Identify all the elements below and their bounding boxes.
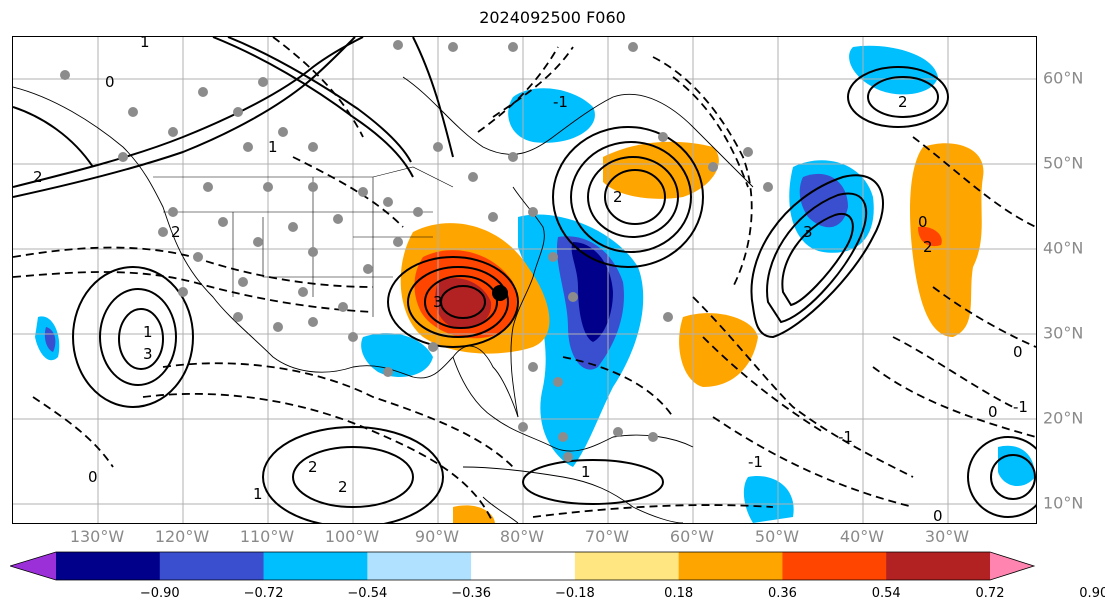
shade-orange: [679, 313, 758, 387]
contour-label: 2: [171, 223, 181, 241]
colorbar-segment: [782, 552, 887, 580]
political-borders: [153, 166, 454, 317]
contour-label: -1: [553, 93, 568, 111]
colorbar: [10, 551, 1036, 581]
contour-label: 1: [581, 463, 591, 481]
colorbar-tick-label: −0.36: [451, 586, 492, 601]
shade-light-blue: [361, 333, 433, 377]
shade-navy: [571, 242, 613, 342]
contour-label: 1: [143, 323, 153, 341]
contour-label: 0: [988, 403, 998, 421]
coastlines: [13, 76, 754, 523]
contour-label: 2: [338, 478, 348, 496]
contour-label: 0: [105, 73, 115, 91]
lat-label: 30°N: [1043, 323, 1084, 343]
colorbar-tick-label: −0.54: [347, 586, 388, 601]
colorbar-tick-label: −0.18: [554, 586, 595, 601]
shade-dark-blue: [44, 327, 56, 352]
shade-red: [918, 226, 942, 247]
shade-light-blue: [849, 45, 938, 95]
contour-label: 0: [933, 507, 943, 523]
lat-label: 10°N: [1043, 493, 1084, 513]
contour-label: 0: [918, 213, 928, 231]
colorbar-segment: [886, 552, 991, 580]
contour-label: -1: [748, 453, 763, 471]
colorbar-segment: [990, 552, 1034, 580]
colorbar-tick-label: 0.72: [975, 586, 1005, 601]
colorbar-segment: [263, 552, 368, 580]
contour-label: 1: [253, 485, 263, 503]
contour-label: 2: [613, 188, 623, 206]
colorbar-segment: [159, 552, 265, 580]
lon-label: 30°W: [924, 527, 970, 546]
contour-label: 1: [140, 37, 150, 51]
forecast-map: 1 0 2 1 -1 2 1 0 3 2 3 1 -1 0 2 2 1 3 0 …: [12, 36, 1037, 524]
map-title: 2024092500 F060: [479, 8, 626, 27]
contour-label: 0: [1013, 343, 1023, 361]
contour-labels: 1 0 2 1 -1 2 1 0 3 2 3 1 -1 0 2 2 1 3 0 …: [33, 37, 1028, 523]
contour-label: -1: [1013, 398, 1028, 416]
lat-label: 20°N: [1043, 408, 1084, 428]
shaded-anomaly-regions: [35, 45, 1035, 523]
lon-label: 110°W: [239, 527, 295, 546]
lon-label: 90°W: [414, 527, 460, 546]
contour-label: 0: [88, 468, 98, 486]
colorbar-segment: [471, 552, 576, 580]
shade-light-blue: [743, 476, 794, 523]
colorbar-segment: [574, 552, 680, 580]
shade-light-blue: [998, 445, 1035, 487]
station-markers: [60, 40, 773, 462]
contour-label: -1: [838, 428, 853, 446]
contour-label: 2: [33, 168, 43, 186]
lon-label: 120°W: [154, 527, 210, 546]
map-canvas: 1 0 2 1 -1 2 1 0 3 2 3 1 -1 0 2 2 1 3 0 …: [13, 37, 1036, 523]
contour-label: 1: [268, 138, 278, 156]
contour-label: 2: [923, 238, 933, 256]
contours-positive: [13, 37, 1036, 523]
colorbar-tick-label: 0.36: [767, 586, 797, 601]
lat-label: 60°N: [1043, 68, 1084, 88]
colorbar-segment: [56, 552, 161, 580]
shade-orange: [910, 143, 984, 337]
shade-orange: [453, 505, 495, 523]
colorbar-tick-label: −0.90: [139, 586, 180, 601]
lat-label: 50°N: [1043, 153, 1084, 173]
contour-label: 2: [898, 93, 908, 111]
lon-label: 40°W: [839, 527, 885, 546]
colorbar-tick-label: 0.54: [871, 586, 901, 601]
colorbar-tick-label: 0.90: [1079, 586, 1105, 601]
contour-label: 3: [803, 223, 813, 241]
lat-label: 40°N: [1043, 238, 1084, 258]
colorbar-outline: [10, 551, 1036, 581]
shade-light-blue: [508, 88, 595, 143]
contours-negative: [13, 37, 1036, 523]
contour-label: 3: [143, 345, 153, 363]
colorbar-segment: [10, 552, 56, 580]
colorbar-segment: [678, 552, 783, 580]
lon-label: 100°W: [324, 527, 380, 546]
contour-label: 3: [433, 293, 443, 311]
contour-label: 2: [308, 458, 318, 476]
lon-label: 50°W: [754, 527, 800, 546]
colorbar-tick-label: 0.18: [664, 586, 694, 601]
lon-label: 60°W: [669, 527, 715, 546]
colorbar-tick-label: −0.72: [243, 586, 284, 601]
colorbar-segment: [367, 552, 472, 580]
lon-label: 130°W: [69, 527, 125, 546]
lon-label: 70°W: [584, 527, 630, 546]
lon-label: 80°W: [499, 527, 545, 546]
storm-center-marker: [492, 285, 508, 301]
